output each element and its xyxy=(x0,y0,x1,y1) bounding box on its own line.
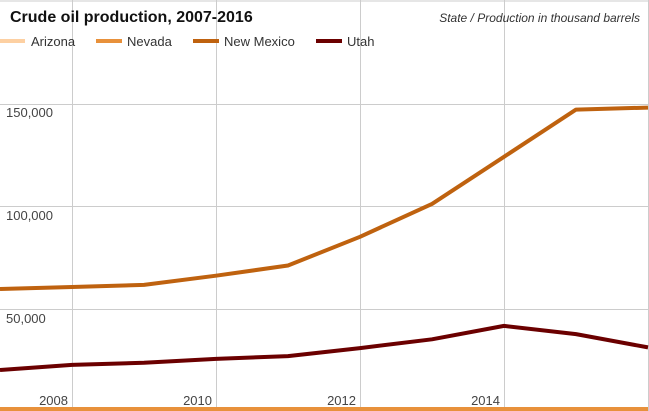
legend-item-nevada[interactable]: Nevada xyxy=(96,34,173,49)
legend-label: Nevada xyxy=(127,34,173,49)
x-tick-label: 2008 xyxy=(39,393,68,408)
legend-label: Utah xyxy=(347,34,374,49)
y-tick-label: 50,000 xyxy=(6,311,46,326)
y-tick-label: 100,000 xyxy=(6,208,53,223)
chart-subtitle: State / Production in thousand barrels xyxy=(439,11,640,25)
axis-ticks: 150,000 100,000 50,000 2008 2010 2012 20… xyxy=(6,105,500,408)
chart-title: Crude oil production, 2007-2016 xyxy=(10,9,253,26)
legend-label: Arizona xyxy=(31,34,76,49)
series-line-new-mexico xyxy=(0,105,649,291)
legend-label: New Mexico xyxy=(224,34,295,49)
y-tick-label: 150,000 xyxy=(6,105,53,120)
x-tick-label: 2010 xyxy=(183,393,212,408)
legend-item-utah[interactable]: Utah xyxy=(316,34,374,49)
legend-item-arizona[interactable]: Arizona xyxy=(0,34,76,49)
x-tick-label: 2012 xyxy=(327,393,356,408)
legend-item-new-mexico[interactable]: New Mexico xyxy=(193,34,295,49)
series-lines xyxy=(0,105,649,411)
x-tick-label: 2014 xyxy=(471,393,500,408)
legend: Arizona Nevada New Mexico Utah xyxy=(0,34,374,49)
series-line-utah xyxy=(0,323,649,372)
